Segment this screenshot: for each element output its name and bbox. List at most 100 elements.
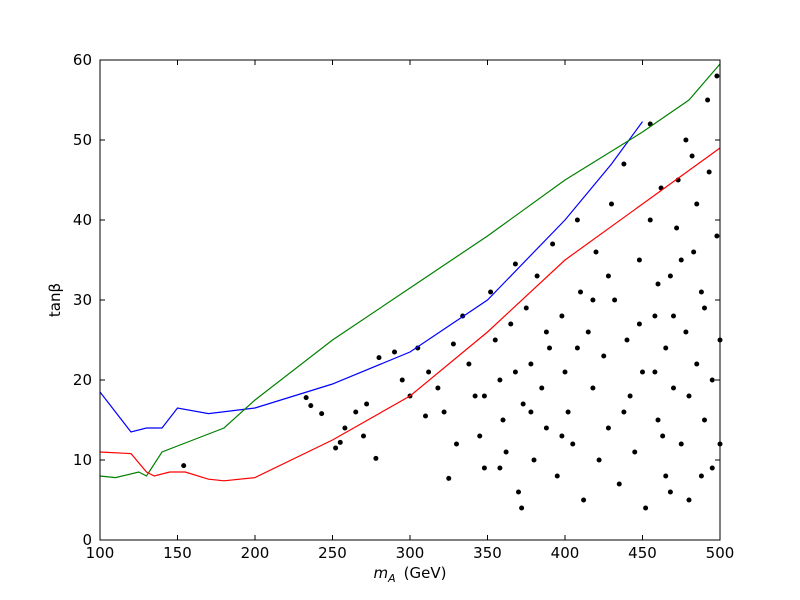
- scatter-point: [667, 273, 673, 279]
- scatter-point: [574, 345, 580, 351]
- scatter-point: [512, 261, 518, 267]
- scatter-point: [709, 465, 715, 471]
- scatter-point: [319, 411, 325, 417]
- scatter-point: [333, 445, 339, 451]
- scatter-point: [705, 97, 711, 103]
- scatter-point: [674, 225, 680, 231]
- scatter-point: [663, 345, 669, 351]
- scatter-point: [655, 417, 661, 423]
- scatter-point: [691, 249, 697, 255]
- scatter-point: [181, 463, 187, 469]
- scatter-point: [423, 413, 428, 419]
- scatter-point: [353, 409, 359, 415]
- scatter-point: [559, 433, 565, 439]
- scatter-point: [655, 281, 661, 287]
- x-tick-label: 250: [318, 544, 347, 562]
- y-tick-label: 0: [82, 531, 92, 549]
- scatter-point: [601, 353, 607, 359]
- x-label-subscript: A: [387, 572, 396, 585]
- scatter-point: [500, 417, 506, 423]
- scatter-point: [415, 345, 421, 351]
- x-tick-label: 300: [396, 544, 425, 562]
- scatter-point: [531, 457, 537, 463]
- scatter-point: [477, 433, 483, 439]
- scatter-point: [671, 313, 676, 319]
- x-tick-label: 450: [628, 544, 657, 562]
- scatter-point: [593, 249, 599, 255]
- scatter-point: [627, 393, 633, 399]
- scatter-point: [308, 403, 314, 409]
- y-tick-label: 60: [73, 51, 92, 69]
- y-tick-label: 50: [73, 131, 92, 149]
- scatter-point: [621, 409, 627, 415]
- y-tick-label: 20: [73, 371, 92, 389]
- scatter-point: [559, 313, 565, 319]
- scatter-point: [686, 497, 692, 503]
- scatter-point: [528, 361, 534, 367]
- scatter-point: [516, 489, 521, 495]
- scatter-point: [652, 369, 658, 375]
- scatter-point: [581, 497, 587, 503]
- x-tick-label: 150: [163, 544, 192, 562]
- scatter-point: [702, 417, 707, 423]
- scatter-point: [574, 217, 580, 223]
- scatter-point: [683, 137, 689, 143]
- scatter-point: [640, 369, 645, 375]
- scatter-point: [454, 441, 459, 447]
- scatter-point: [337, 439, 343, 445]
- scatter-point: [694, 201, 700, 207]
- scatter-point: [709, 377, 715, 383]
- y-tick-label: 10: [73, 451, 92, 469]
- x-label-unit: (GeV): [404, 564, 447, 582]
- scatter-point: [361, 433, 366, 439]
- scatter-point: [554, 473, 560, 479]
- scatter-point: [686, 393, 692, 399]
- marks: [99, 63, 723, 511]
- scatter-point: [534, 273, 540, 279]
- scatter-point: [609, 201, 614, 207]
- scatter-point: [523, 305, 529, 311]
- scatter-point: [689, 153, 695, 159]
- scatter-point: [528, 409, 534, 415]
- scatter-point: [547, 345, 552, 351]
- x-tick-label: 500: [706, 544, 735, 562]
- scatter-point: [616, 481, 622, 487]
- scatter-point: [660, 433, 666, 439]
- scatter-point: [512, 369, 518, 375]
- scatter-point: [373, 455, 379, 461]
- scatter-point: [647, 217, 653, 223]
- scatter-point: [426, 369, 432, 375]
- plot-area: [100, 60, 720, 540]
- x-tick-label: 350: [473, 544, 502, 562]
- scatter-point: [706, 169, 712, 175]
- scatter-point: [694, 361, 700, 367]
- scatter-point: [481, 393, 487, 399]
- scatter-point: [698, 289, 704, 295]
- scatter-point: [519, 505, 525, 511]
- scatter-point: [621, 161, 627, 167]
- scatter-point: [520, 401, 526, 407]
- scatter-point: [441, 409, 447, 415]
- scatter-point: [492, 337, 498, 343]
- scatter-point: [466, 361, 472, 367]
- scatter-point: [636, 257, 642, 263]
- line: [99, 147, 721, 482]
- scatter-point: [643, 505, 649, 511]
- scatter-point: [683, 329, 689, 335]
- scatter-point: [667, 489, 673, 495]
- y-axis-label: tanβ: [46, 283, 64, 317]
- scatter-point: [399, 377, 405, 383]
- line: [99, 63, 721, 479]
- scatter-point: [663, 473, 669, 479]
- scatter-point: [578, 289, 583, 295]
- scatter-point: [435, 385, 441, 391]
- scatter-point: [376, 355, 382, 361]
- scatter-point: [605, 425, 611, 431]
- scatter-point: [539, 385, 545, 391]
- scatter-point: [543, 329, 549, 335]
- x-tick-label: 400: [551, 544, 580, 562]
- scatter-point: [632, 449, 638, 455]
- scatter-point: [364, 401, 370, 407]
- scatter-point: [714, 73, 720, 79]
